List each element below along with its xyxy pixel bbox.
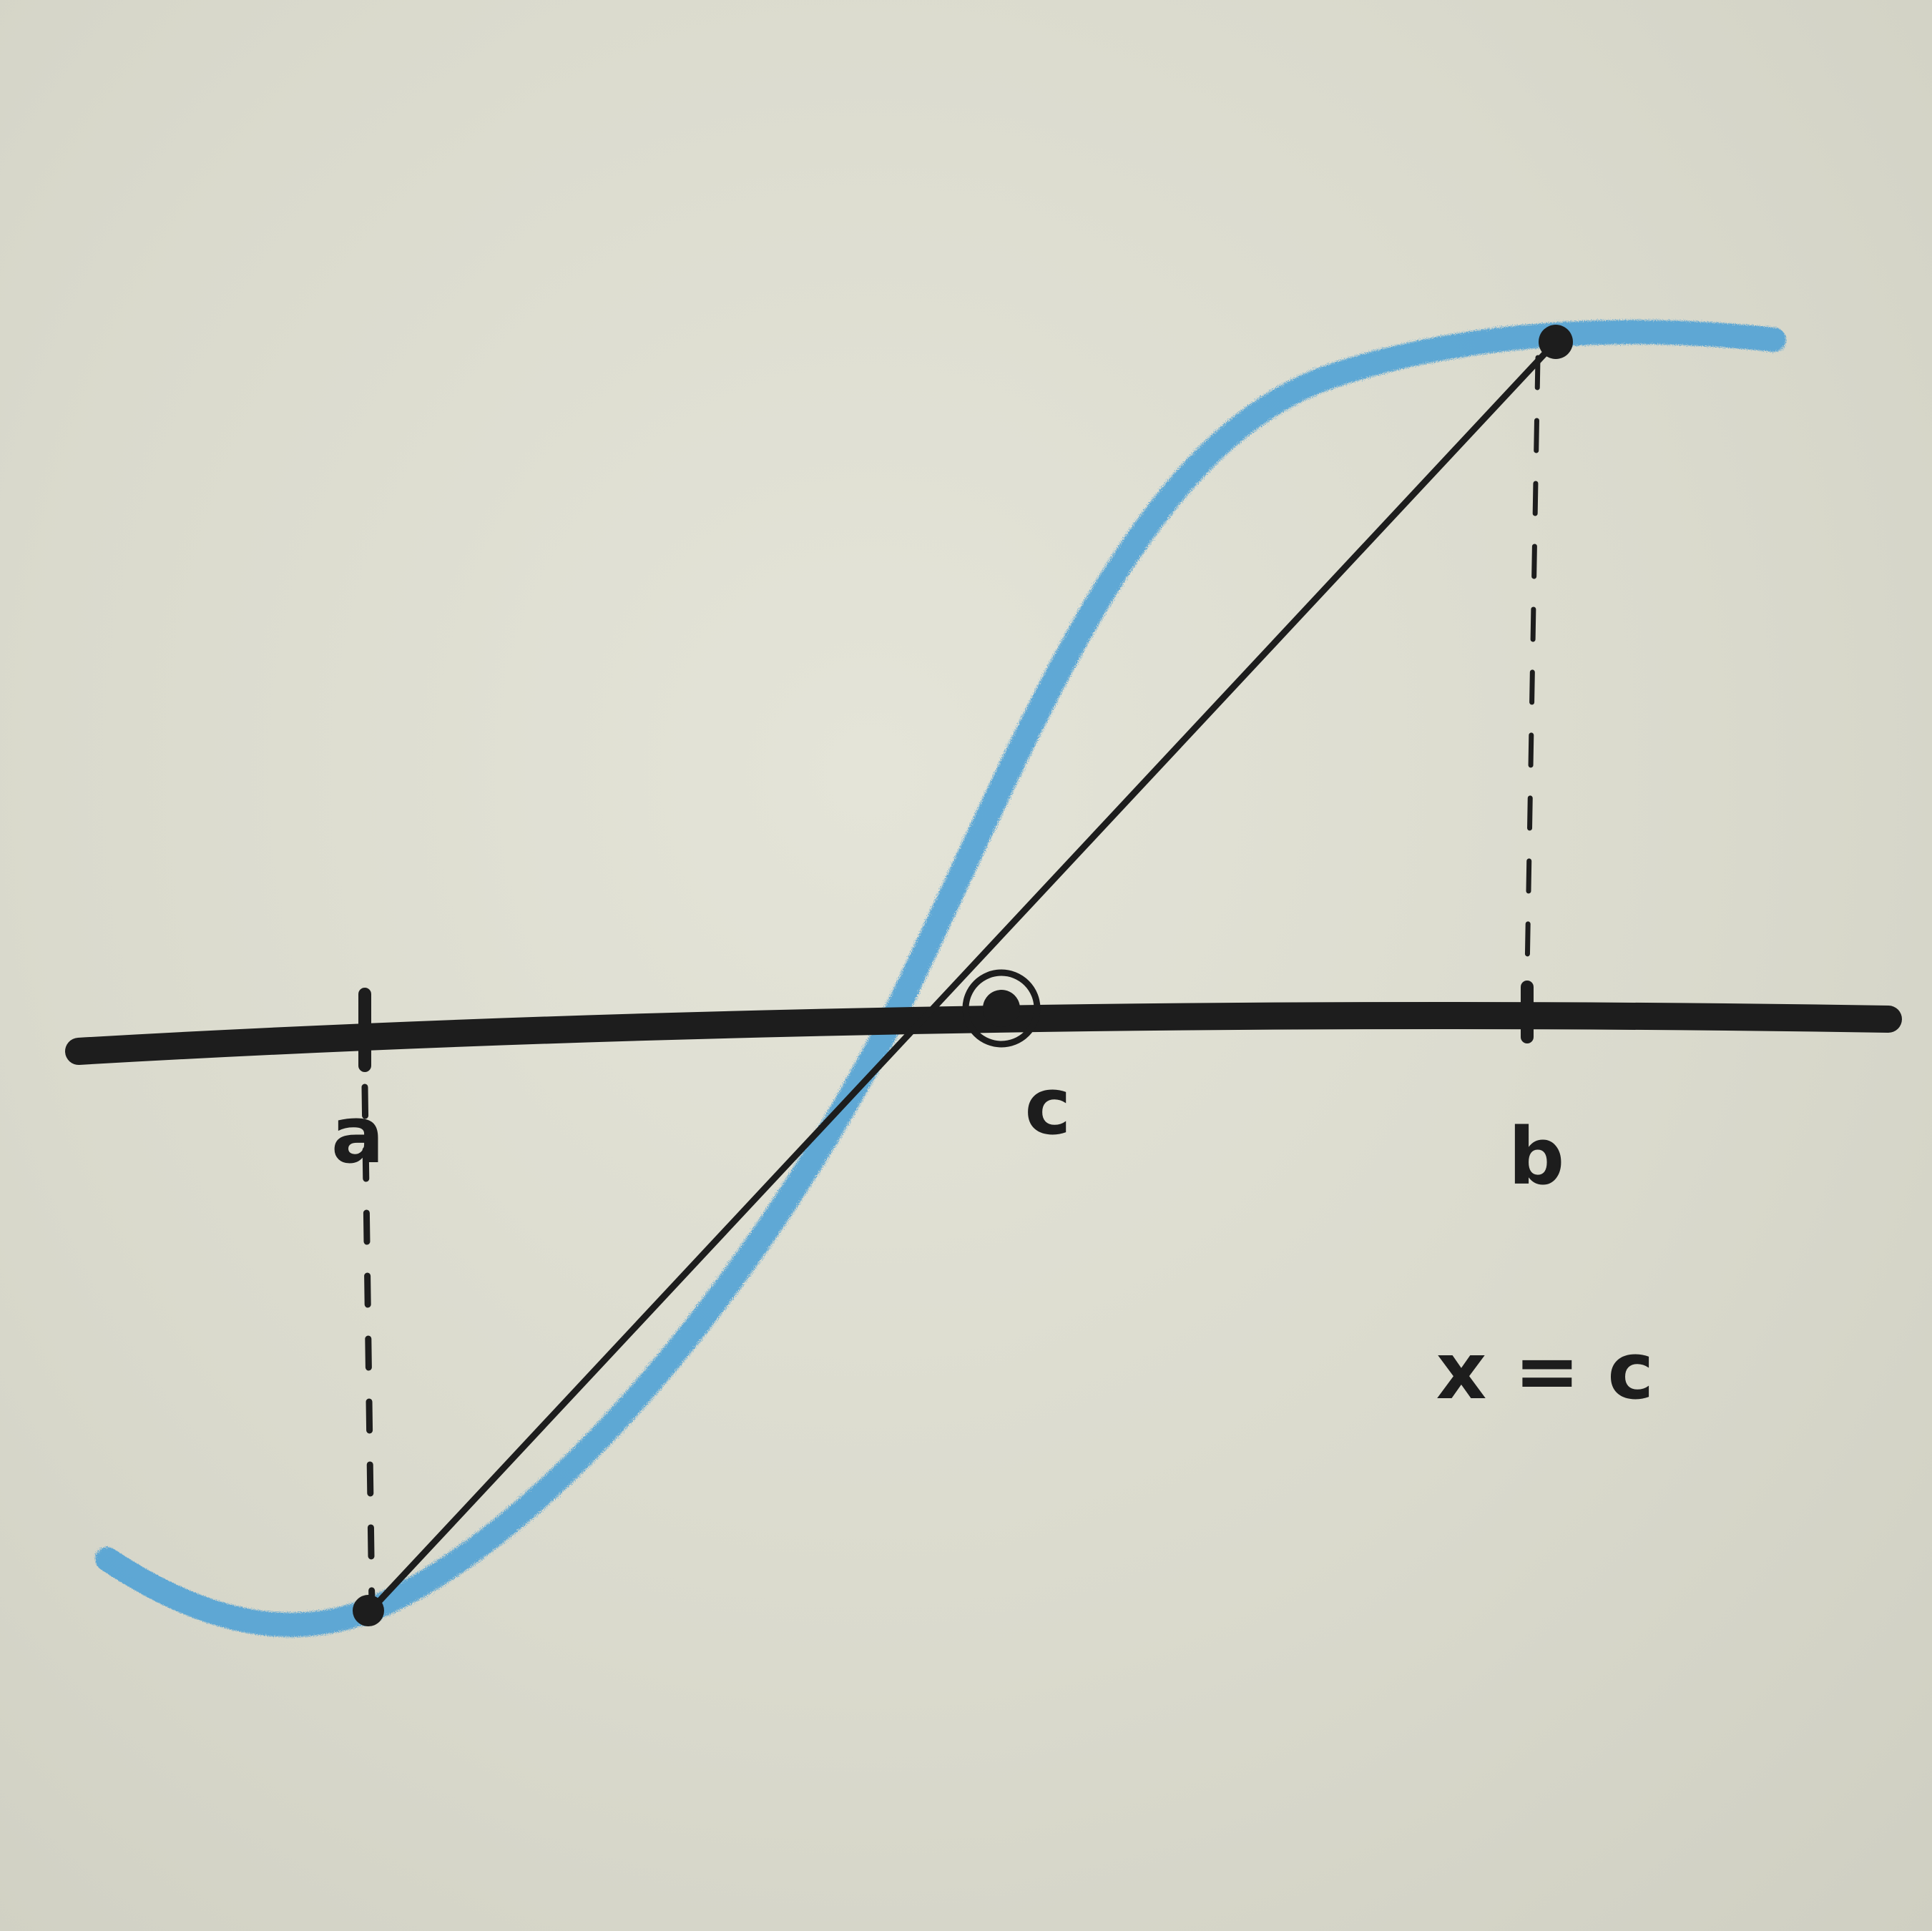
dashed-line-b [1524, 355, 1541, 976]
label-b: b [1509, 1111, 1565, 1202]
point-c [983, 990, 1020, 1027]
x-axis [65, 1002, 1902, 1065]
function-curve [95, 320, 1786, 1637]
secant-line [365, 338, 1559, 1616]
point-fb [1539, 325, 1573, 359]
dashed-line-a [361, 1084, 376, 1613]
label-c: c [1024, 1061, 1071, 1152]
point-c-ring [962, 969, 1041, 1048]
label-a: a [331, 1089, 384, 1181]
point-fa [353, 1595, 384, 1626]
equation-label: x = c [1436, 1325, 1654, 1417]
